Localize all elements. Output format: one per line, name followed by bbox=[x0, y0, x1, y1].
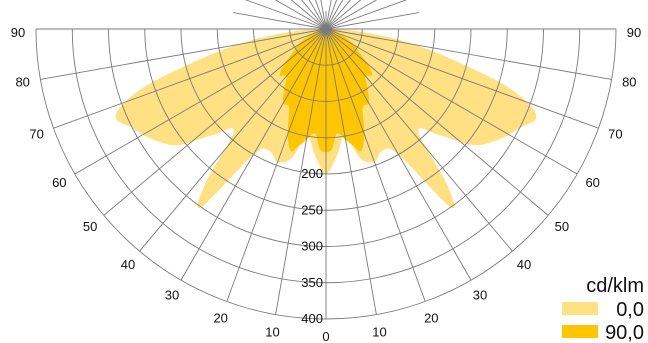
radial-tick-label: 250 bbox=[301, 202, 323, 217]
radial-tick-label: 350 bbox=[301, 275, 323, 290]
angle-tick-label: 10 bbox=[372, 324, 386, 339]
grid-spoke-upper bbox=[325, 12, 419, 30]
grid-spoke bbox=[226, 28, 327, 302]
angle-tick-label: 40 bbox=[121, 257, 135, 272]
grid-spoke-upper bbox=[325, 0, 338, 30]
grid-spoke-upper bbox=[301, 0, 327, 30]
angle-tick-label: 30 bbox=[165, 288, 179, 303]
angle-tick-label: 90 bbox=[11, 25, 25, 40]
grid-spoke bbox=[40, 28, 327, 80]
radial-tick-label: 400 bbox=[301, 311, 323, 326]
grid-spoke-upper bbox=[325, 0, 362, 30]
angle-tick-label: 80 bbox=[15, 75, 29, 90]
angle-tick-label: 80 bbox=[622, 75, 636, 90]
grid-spoke bbox=[53, 28, 327, 129]
grid-spoke-upper bbox=[325, 0, 332, 30]
grid-spoke-upper bbox=[325, 0, 408, 30]
grid-spoke-upper bbox=[325, 0, 378, 30]
grid-spoke bbox=[325, 28, 472, 281]
angle-tick-label: 60 bbox=[52, 175, 66, 190]
grid-spoke-upper bbox=[274, 0, 327, 30]
radial-tick-label: 300 bbox=[301, 239, 323, 254]
grid-spoke-upper bbox=[233, 12, 327, 30]
angle-tick-label: 70 bbox=[608, 126, 622, 141]
grid-spoke bbox=[325, 28, 612, 80]
legend: cd/klm 0,0 90,0 bbox=[562, 275, 644, 343]
radial-tick-labels: 200 250 300 350 400 bbox=[301, 166, 323, 326]
grid-spoke bbox=[325, 28, 549, 216]
grid-spoke bbox=[275, 28, 327, 315]
angle-tick-label: 70 bbox=[29, 126, 43, 141]
grid-spoke-upper bbox=[244, 0, 327, 30]
angle-tick-label: 40 bbox=[517, 257, 531, 272]
grid-spoke bbox=[74, 28, 327, 175]
grid-spoke-upper bbox=[308, 0, 327, 30]
angle-tick-labels: 90 80 70 60 50 40 30 20 10 0 10 20 30 40 50 60 70 80 90 bbox=[11, 25, 641, 343]
grid-spoke bbox=[325, 28, 599, 129]
legend-unit: cd/klm bbox=[586, 275, 644, 297]
legend-swatch-0 bbox=[562, 302, 598, 315]
angle-tick-label: 90 bbox=[627, 25, 641, 40]
grid-spoke-upper bbox=[290, 0, 327, 30]
grid-spoke-upper bbox=[325, 0, 344, 30]
angle-tick-label: 30 bbox=[473, 288, 487, 303]
grid-spoke-upper bbox=[320, 0, 327, 30]
angle-tick-label: 50 bbox=[555, 219, 569, 234]
grid-spoke bbox=[325, 28, 578, 175]
grid-spoke bbox=[325, 28, 377, 315]
grid-spoke bbox=[325, 28, 426, 302]
legend-label-1: 90,0 bbox=[605, 322, 644, 343]
radial-tick-label: 200 bbox=[301, 166, 323, 181]
angle-tick-label: 20 bbox=[424, 310, 438, 325]
angle-tick-label: 20 bbox=[213, 310, 227, 325]
grid-spoke bbox=[139, 28, 327, 252]
grid-spoke bbox=[103, 28, 327, 216]
grid-spoke bbox=[325, 28, 513, 252]
angle-tick-label: 10 bbox=[265, 324, 279, 339]
grid-spoke-upper bbox=[314, 0, 327, 30]
angle-tick-label: 50 bbox=[83, 219, 97, 234]
legend-swatch-1 bbox=[562, 325, 598, 338]
legend-label-0: 0,0 bbox=[616, 299, 644, 321]
angle-tick-label: 60 bbox=[585, 175, 599, 190]
angle-tick-label: 0 bbox=[322, 329, 329, 343]
polar-grid bbox=[35, 0, 617, 320]
grid-spoke-upper bbox=[325, 0, 351, 30]
grid-spoke bbox=[180, 28, 327, 281]
